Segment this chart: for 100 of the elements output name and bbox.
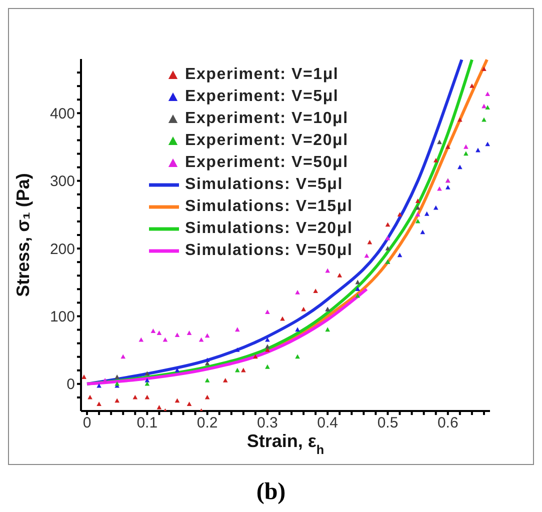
point [385,246,390,250]
legend-label: Simulations: V=15μl [185,198,353,215]
point [485,105,490,110]
point [265,344,270,349]
y-axis-title: Stress, σ₁ (Pa) [13,173,33,297]
point [186,402,192,406]
y-tick-label: 200 [50,240,75,258]
point [204,333,210,338]
point [415,212,420,217]
legend-label: Simulations: V=20μl [185,220,353,237]
point [313,288,318,294]
point [470,83,474,88]
point [458,164,462,170]
point [437,186,442,191]
point [367,240,372,244]
x-tick-label: 0 [82,414,92,432]
legend-label: Experiment: V=50μl [185,154,348,171]
point [132,394,138,400]
y-tick-label: 0 [66,376,75,394]
point [464,144,468,149]
point [485,92,490,96]
point [415,218,420,224]
point [355,293,360,298]
point [446,185,450,190]
point [150,328,156,333]
point [96,383,102,388]
x-tick-label: 0.1 [136,414,158,432]
point [162,337,168,342]
point [415,198,420,203]
point [222,378,228,382]
point [446,144,450,149]
point [355,280,360,284]
point [385,236,390,240]
point [464,151,468,156]
point [482,104,486,108]
y-tick-label: 300 [50,173,75,190]
point [234,347,240,352]
point [265,337,270,342]
point [482,66,486,71]
x-tick-label: 0.3 [257,414,278,432]
point [265,364,270,369]
legend-label: Experiment: V=10μl [185,110,348,127]
point [476,148,480,152]
point [253,354,258,359]
point [144,371,150,376]
point [174,368,180,372]
point [114,398,120,403]
point [204,358,210,362]
point [204,378,210,382]
legend-label: Experiment: V=20μl [185,132,348,149]
point [120,354,126,359]
point [241,368,246,372]
x-tick-label: 0.6 [437,414,458,432]
x-tick-label: 0.4 [317,414,338,432]
point [437,140,442,144]
point [204,394,210,400]
point [174,398,180,403]
point [144,378,150,382]
point [325,327,330,332]
point [295,327,300,332]
point [415,205,420,210]
legend-label: Experiment: V=1μl [185,66,339,83]
point [156,405,162,410]
point [385,222,390,227]
y-tick-label: 400 [50,105,75,122]
legend-label: Simulations: V=50μl [185,242,353,259]
point [482,117,486,122]
point [198,337,204,342]
point [337,273,342,278]
point [265,310,270,314]
point [114,374,120,379]
point [88,394,92,400]
point [355,286,360,291]
point [433,158,438,162]
point [204,361,210,366]
point [295,290,300,294]
point [234,368,240,372]
point [485,142,490,146]
point [156,330,162,335]
point [424,211,430,216]
y-tick-label: 100 [50,308,75,326]
legend-label: Simulations: V=5μl [185,176,344,193]
x-tick-label: 0.5 [377,414,398,432]
point [234,327,240,332]
point [301,306,306,312]
point [82,374,86,379]
legend-label: Experiment: V=5μl [185,88,339,105]
point [96,402,102,406]
point [280,316,285,321]
point [397,252,402,258]
point [144,394,150,400]
point [364,253,370,258]
x-tick-label: 0.2 [196,414,218,432]
point [420,230,426,234]
point [102,378,108,382]
point [186,330,192,335]
point [174,332,180,338]
text: (b) [255,479,287,506]
point [397,212,402,217]
line-series [86,288,368,386]
